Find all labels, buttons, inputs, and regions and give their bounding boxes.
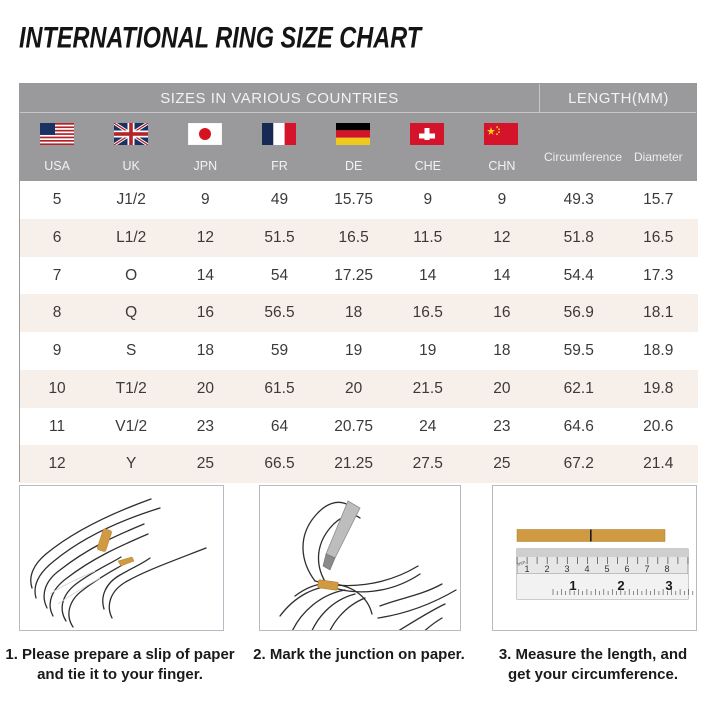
svg-text:4: 4 [584, 564, 589, 574]
svg-text:3: 3 [564, 564, 569, 574]
svg-text:8: 8 [664, 564, 669, 574]
svg-text:6: 6 [624, 564, 629, 574]
svg-text:1: 1 [569, 578, 576, 593]
svg-text:1: 1 [524, 564, 529, 574]
svg-text:2: 2 [544, 564, 549, 574]
svg-text:5: 5 [604, 564, 609, 574]
svg-text:7: 7 [644, 564, 649, 574]
